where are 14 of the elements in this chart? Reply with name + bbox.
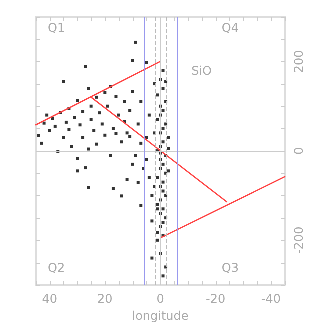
annotation: Q4 [222, 21, 240, 35]
annotation: Q1 [48, 21, 66, 35]
x-tick-label: 40 [42, 292, 58, 306]
annotation: Q2 [48, 261, 66, 275]
x-tick-label: -20 [206, 292, 226, 306]
y-tick-label: -200 [292, 226, 306, 254]
x-axis-title: longitude [132, 309, 189, 323]
x-tick-label: 0 [156, 292, 164, 306]
x-tick-label: -40 [261, 292, 281, 306]
y-tick-label: 0 [292, 147, 306, 155]
y-tick-label: 200 [292, 50, 306, 74]
annotation: SiO [192, 64, 212, 78]
x-tick-label: 20 [98, 292, 113, 306]
annotation: Q3 [222, 261, 240, 275]
